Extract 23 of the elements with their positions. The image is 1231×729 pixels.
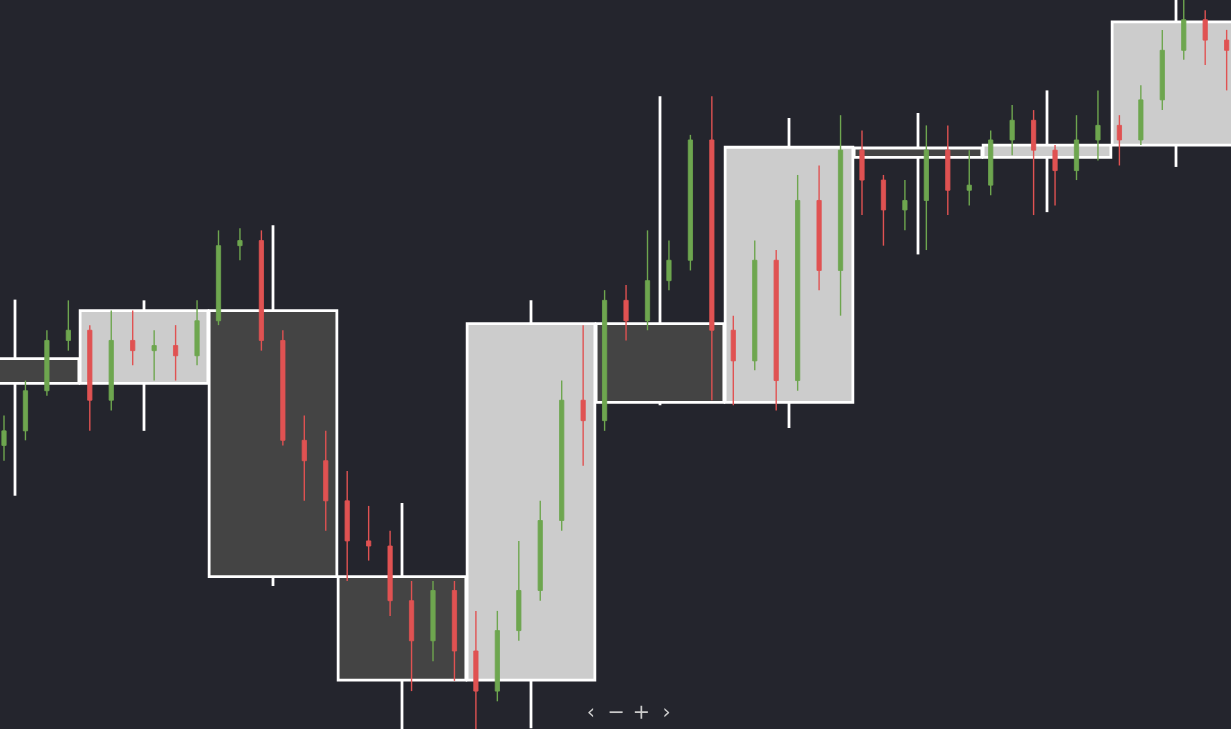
candlestick	[173, 324, 179, 382]
annotation: +	[634, 705, 648, 719]
candlestick	[130, 309, 136, 366]
annotation: ›	[664, 707, 670, 718]
annotation: −	[609, 711, 623, 714]
candlestick	[151, 329, 157, 382]
candlestick	[1009, 104, 1015, 156]
candlestick	[1202, 9, 1208, 66]
candlestick	[623, 284, 629, 342]
candlestick	[1, 414, 7, 462]
candlestick	[666, 239, 672, 291]
candlestick	[1224, 29, 1230, 92]
candlestick	[902, 179, 908, 232]
candlestick	[65, 299, 71, 352]
candlestick	[366, 505, 372, 562]
annotation: ‹	[588, 707, 594, 718]
candlestick	[966, 149, 972, 207]
candlestick	[237, 227, 243, 261]
candlestick	[1095, 89, 1101, 162]
candlestick	[1052, 144, 1058, 207]
candlestick	[1116, 114, 1122, 167]
candlestick	[301, 414, 307, 502]
candlestick	[580, 324, 586, 467]
